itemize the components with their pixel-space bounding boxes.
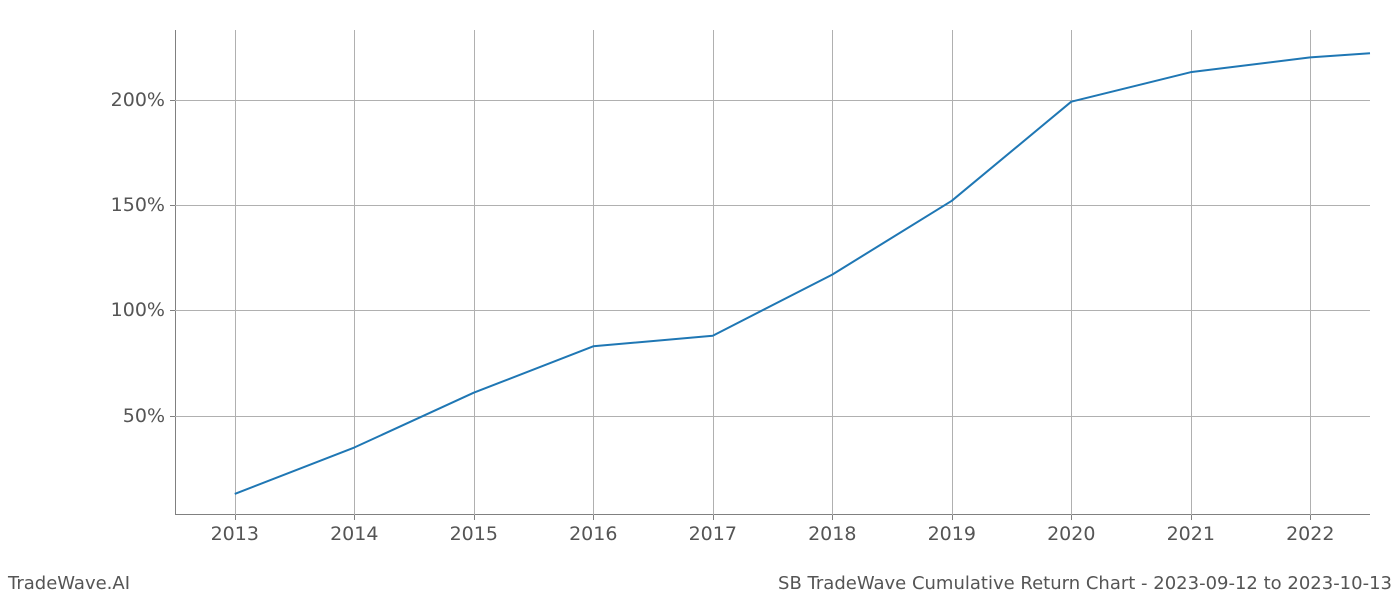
chart-container: 50% 100% 150% 200% 2013 2014 2015 2016 2017 2018 2… xyxy=(0,0,1400,600)
x-tick-label: 2021 xyxy=(1167,523,1215,545)
x-tick-label: 2014 xyxy=(330,523,378,545)
x-tick-label: 2015 xyxy=(450,523,498,545)
x-tick-mark xyxy=(354,515,355,520)
x-tick-label: 2018 xyxy=(808,523,856,545)
footer-left-text: TradeWave.AI xyxy=(8,573,130,594)
y-tick-label: 100% xyxy=(111,299,165,321)
x-tick-mark xyxy=(952,515,953,520)
x-tick-mark xyxy=(593,515,594,520)
y-tick-label: 150% xyxy=(111,194,165,216)
x-tick-mark xyxy=(1071,515,1072,520)
y-tick-label: 200% xyxy=(111,89,165,111)
x-tick-label: 2020 xyxy=(1047,523,1095,545)
x-tick-mark xyxy=(474,515,475,520)
footer-right-text: SB TradeWave Cumulative Return Chart - 2… xyxy=(778,573,1392,594)
x-tick-mark xyxy=(713,515,714,520)
x-tick-mark xyxy=(1191,515,1192,520)
x-tick-mark xyxy=(235,515,236,520)
cumulative-return-line xyxy=(235,53,1370,494)
x-tick-label: 2013 xyxy=(211,523,259,545)
x-tick-mark xyxy=(1310,515,1311,520)
y-tick-label: 50% xyxy=(123,405,165,427)
plot-area: 50%100%150%200%2013201420152016201720182… xyxy=(175,30,1370,515)
x-tick-label: 2022 xyxy=(1286,523,1334,545)
x-tick-label: 2016 xyxy=(569,523,617,545)
x-tick-mark xyxy=(832,515,833,520)
x-tick-label: 2017 xyxy=(689,523,737,545)
line-series xyxy=(175,30,1370,515)
x-tick-label: 2019 xyxy=(928,523,976,545)
